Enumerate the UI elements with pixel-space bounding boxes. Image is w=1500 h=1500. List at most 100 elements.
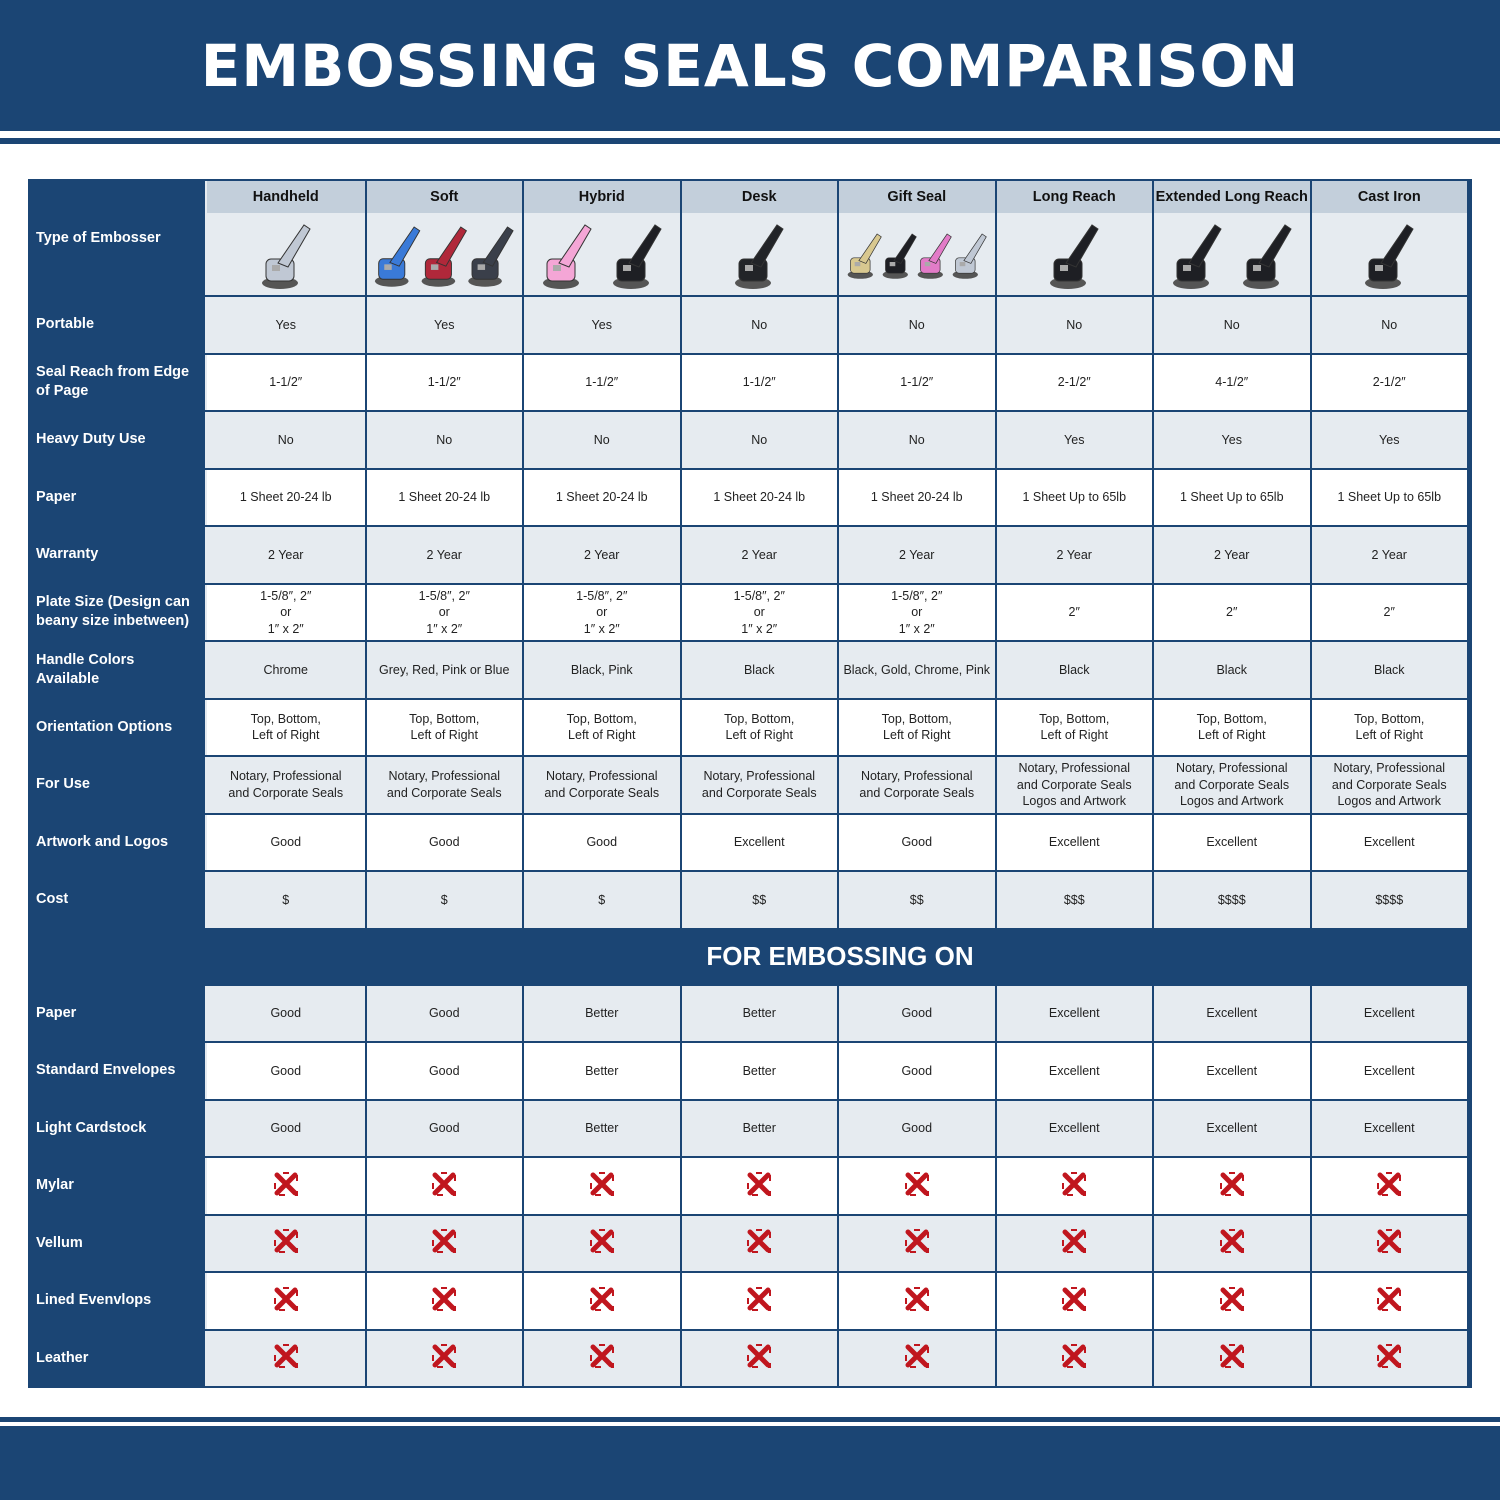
table-cell: 2 Year (522, 527, 680, 583)
table-cell: 1 Sheet Up to 65lb (994, 469, 1152, 525)
table-row: Vellum (30, 1213, 1470, 1271)
table-cell: Good (522, 814, 680, 870)
table-cell: Better (522, 1043, 680, 1099)
column-header: Gift Seal (837, 181, 995, 295)
table-cell (837, 1158, 995, 1214)
x-icon (273, 1228, 299, 1259)
row-label: Artwork and Logos (30, 814, 207, 870)
table-cell: No (522, 412, 680, 468)
header-row: Type of Embosser Handheld Soft Hybrid (30, 181, 1470, 295)
cast-iron-embosser-image (1312, 213, 1468, 295)
table-cell: Chrome (207, 642, 365, 698)
row-label: Mylar (30, 1158, 207, 1214)
table-cell: Notary, Professional and Corporate Seals… (1309, 757, 1467, 813)
table-row: Paper 1 Sheet 20-24 lb 1 Sheet 20-24 lb 1 S… (30, 467, 1470, 525)
table-cell: 2 Year (364, 527, 522, 583)
table-cell: Yes (522, 297, 680, 353)
table-cell: 2 Year (1152, 527, 1310, 583)
table-cell (207, 1158, 365, 1214)
x-icon (1061, 1343, 1087, 1374)
table-cell: 2 Year (679, 527, 837, 583)
x-icon (1376, 1343, 1402, 1374)
table-cell: No (364, 412, 522, 468)
x-icon (1376, 1286, 1402, 1317)
table-cell: Excellent (994, 1043, 1152, 1099)
table-cell (207, 1215, 365, 1271)
table-cell: Black (679, 642, 837, 698)
table-cell: Black (1309, 642, 1467, 698)
x-icon (589, 1286, 615, 1317)
table-cell: Good (207, 985, 365, 1041)
table-cell: Excellent (994, 814, 1152, 870)
table-cell: Top, Bottom, Left of Right (364, 699, 522, 755)
x-icon (1219, 1171, 1245, 1202)
table-cell: No (679, 297, 837, 353)
row-label: Lined Evenvlops (30, 1273, 207, 1329)
table-cell: No (837, 412, 995, 468)
table-cell: 1-5/8″, 2″ or 1″ x 2″ (364, 584, 522, 640)
table-cell (522, 1330, 680, 1386)
table-cell (1309, 1330, 1467, 1386)
table-cell (1309, 1215, 1467, 1271)
table-cell: 2 Year (207, 527, 365, 583)
table-cell: No (1309, 297, 1467, 353)
table-cell: Top, Bottom, Left of Right (679, 699, 837, 755)
table-cell: Top, Bottom, Left of Right (207, 699, 365, 755)
table-cell: Excellent (1309, 814, 1467, 870)
table-cell: Good (207, 1043, 365, 1099)
table-row: Lined Evenvlops (30, 1271, 1470, 1329)
table-cell (994, 1273, 1152, 1329)
row-label: Type of Embosser (30, 181, 207, 295)
table-cell: 2 Year (1309, 527, 1467, 583)
table-cell (522, 1215, 680, 1271)
table-cell: Black, Pink (522, 642, 680, 698)
x-icon (431, 1343, 457, 1374)
table-cell: Black (994, 642, 1152, 698)
table-cell (994, 1215, 1152, 1271)
table-cell (994, 1330, 1152, 1386)
x-icon (273, 1171, 299, 1202)
gift-seal-embosser-image (839, 213, 995, 295)
table-cell: Notary, Professional and Corporate Seals (207, 757, 365, 813)
comparison-table: Type of Embosser Handheld Soft Hybrid (28, 179, 1472, 1388)
table-cell: 2-1/2″ (1309, 354, 1467, 410)
column-name: Long Reach (996, 181, 1152, 213)
table-cell: 1 Sheet 20-24 lb (207, 469, 365, 525)
x-icon (273, 1286, 299, 1317)
row-label: Leather (30, 1330, 207, 1386)
section-header: FOR EMBOSSING ON (30, 927, 1470, 984)
table-cell: Good (207, 1100, 365, 1156)
table-row: Orientation Options Top, Bottom, Left of … (30, 697, 1470, 755)
row-label: Paper (30, 469, 207, 525)
divider (0, 1417, 1500, 1422)
long-reach-embosser-image (997, 213, 1153, 295)
row-label: Seal Reach from Edge of Page (30, 354, 207, 410)
x-icon (1061, 1171, 1087, 1202)
table-cell (1309, 1273, 1467, 1329)
column-header: Soft (364, 181, 522, 295)
column-name: Soft (366, 181, 522, 213)
table-cell (679, 1330, 837, 1386)
table-row: Portable Yes Yes Yes No No No No No (30, 295, 1470, 353)
table-cell: 1 Sheet 20-24 lb (837, 469, 995, 525)
x-icon (904, 1171, 930, 1202)
x-icon (1219, 1286, 1245, 1317)
table-cell: $ (364, 872, 522, 928)
table-row: Cost $ $ $ $$ $$ $$$ $$$$ $$$$ (30, 870, 1470, 928)
table-cell: 2 Year (994, 527, 1152, 583)
table-cell: Notary, Professional and Corporate Seals (679, 757, 837, 813)
table-cell: Excellent (1152, 1043, 1310, 1099)
table-cell: Good (364, 1100, 522, 1156)
hybrid-embosser-image (524, 213, 680, 295)
x-icon (1376, 1171, 1402, 1202)
table-cell: No (207, 412, 365, 468)
table-cell: Excellent (1152, 814, 1310, 870)
x-icon (589, 1228, 615, 1259)
x-icon (904, 1228, 930, 1259)
table-cell: $$$$ (1152, 872, 1310, 928)
column-header: Extended Long Reach (1152, 181, 1310, 295)
x-icon (904, 1343, 930, 1374)
row-label: For Use (30, 757, 207, 813)
table-cell: 2 Year (837, 527, 995, 583)
row-label: Standard Envelopes (30, 1043, 207, 1099)
